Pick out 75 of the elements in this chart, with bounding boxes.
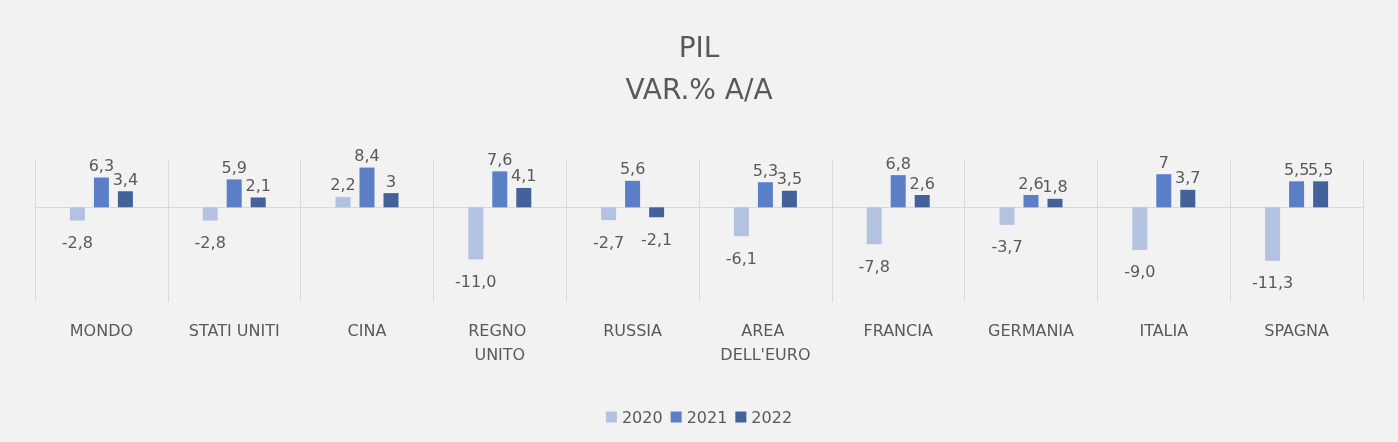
x-tick-label: REGNO UNITO <box>468 320 532 364</box>
data-label: 3,4 <box>112 169 139 189</box>
bar <box>1289 181 1305 208</box>
data-label: 4,1 <box>511 166 537 186</box>
bar <box>649 207 665 218</box>
data-label: -3,7 <box>991 237 1023 257</box>
bar <box>468 207 484 260</box>
data-label: -11,0 <box>455 271 497 291</box>
data-label: 5,3 <box>752 160 779 180</box>
bar <box>226 179 242 208</box>
bar <box>866 207 882 245</box>
data-label: 1,8 <box>1042 177 1068 197</box>
data-label: 3,7 <box>1175 168 1201 188</box>
bar <box>601 207 617 221</box>
bar <box>202 207 218 221</box>
bar <box>1156 174 1172 208</box>
bar <box>890 175 906 208</box>
data-label: 6,8 <box>885 153 911 173</box>
x-tick-label: FRANCIA <box>863 320 933 340</box>
x-tick-label: RUSSIA <box>603 320 663 340</box>
x-tick-label: SPAGNA <box>1264 320 1330 340</box>
data-label: -2,8 <box>194 233 226 253</box>
data-label: -11,3 <box>1251 273 1294 293</box>
chart-title: PIL <box>678 30 720 64</box>
x-tick-label: STATI UNITI <box>188 320 280 340</box>
data-label: 6,3 <box>88 156 115 176</box>
bar <box>733 207 749 237</box>
bar <box>492 171 508 208</box>
bar <box>999 207 1015 225</box>
data-label: 2,6 <box>909 173 935 193</box>
bar <box>383 193 399 208</box>
data-label: 5,5 <box>1283 159 1310 179</box>
data-label: 2,1 <box>245 175 271 195</box>
bar <box>1023 195 1039 208</box>
x-tick-label: MONDO <box>69 320 134 340</box>
data-label: 3,5 <box>776 169 803 189</box>
bar <box>1132 207 1148 250</box>
x-tick-label: ITALIA <box>1139 320 1189 340</box>
data-label: 7 <box>1158 152 1169 172</box>
x-tick-label: AREA DELL'EURO <box>720 320 811 364</box>
bar <box>781 190 797 208</box>
bar <box>757 182 773 208</box>
x-tick-label: CINA <box>347 320 387 340</box>
data-label: 8,4 <box>354 146 380 166</box>
data-label: -6,1 <box>725 248 758 268</box>
bar <box>250 197 266 208</box>
legend-label: 2020 <box>621 407 663 427</box>
bar <box>516 187 532 208</box>
bar <box>359 167 375 208</box>
data-label: -2,1 <box>640 229 673 249</box>
data-label: 5,9 <box>221 157 247 177</box>
bar <box>1180 189 1196 208</box>
data-label: 5,5 <box>1307 159 1334 179</box>
chart-subtitle: VAR.% A/A <box>625 72 773 106</box>
legend-label: 2022 <box>751 407 793 427</box>
data-label: 2,6 <box>1018 173 1044 193</box>
data-label: -7,8 <box>858 256 890 276</box>
bar <box>117 191 133 208</box>
bar <box>69 207 85 221</box>
data-label: 3 <box>385 171 397 191</box>
data-label: 2,2 <box>330 175 356 195</box>
bar <box>1047 198 1063 208</box>
data-label: 5,6 <box>619 159 646 179</box>
bar <box>1313 181 1329 208</box>
legend-label: 2021 <box>686 407 728 427</box>
bar <box>1265 207 1281 261</box>
data-label: -2,8 <box>61 233 94 253</box>
bar <box>335 196 351 208</box>
bar <box>93 177 109 208</box>
x-tick-label: GERMANIA <box>987 320 1075 340</box>
data-label: 7,6 <box>487 149 513 169</box>
data-label: -2,7 <box>592 232 625 252</box>
data-label: -9,0 <box>1124 262 1156 282</box>
bar <box>914 195 930 208</box>
bar <box>625 180 641 208</box>
